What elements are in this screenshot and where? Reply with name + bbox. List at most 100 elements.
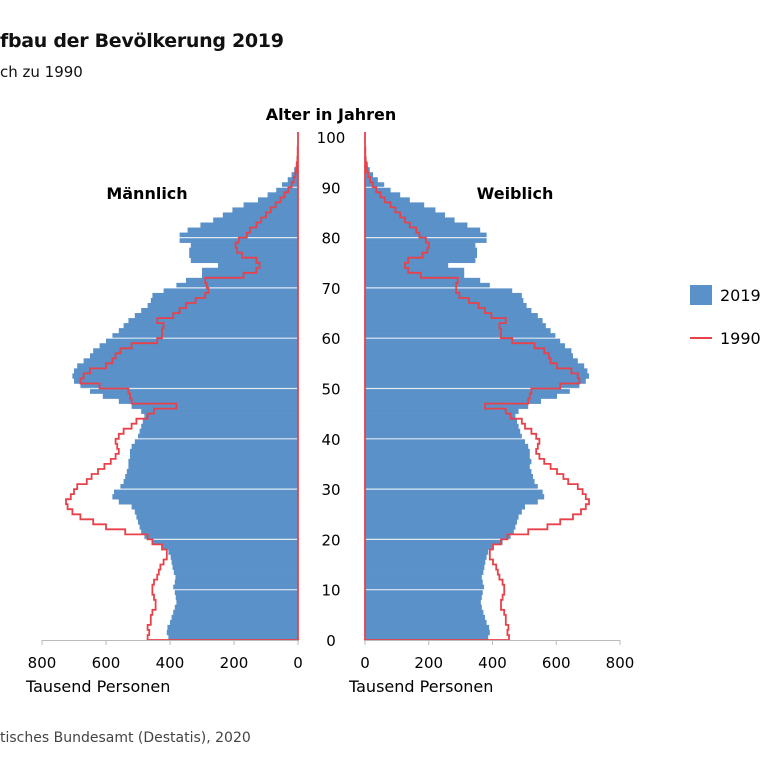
bar-female-2019 bbox=[365, 262, 449, 269]
bar-female-2019 bbox=[365, 463, 530, 470]
bar-female-2019 bbox=[365, 554, 487, 560]
bar-female-2019 bbox=[365, 202, 425, 208]
bar-male-2019 bbox=[232, 207, 298, 213]
bar-male-2019 bbox=[166, 629, 298, 636]
bar-male-2019 bbox=[99, 343, 298, 349]
bar-male-2019 bbox=[176, 599, 298, 606]
bar-male-2019 bbox=[131, 504, 298, 510]
bar-female-2019 bbox=[365, 574, 482, 580]
bar-female-2019 bbox=[365, 599, 481, 606]
bar-female-2019 bbox=[365, 484, 538, 490]
bar-female-2019 bbox=[365, 318, 543, 324]
bar-female-2019 bbox=[365, 217, 455, 223]
bar-male-2019 bbox=[138, 433, 298, 440]
bar-female-2019 bbox=[365, 403, 529, 409]
bar-female-2019 bbox=[365, 177, 378, 183]
bar-male-2019 bbox=[118, 328, 298, 334]
legend-swatch-2019 bbox=[690, 285, 712, 305]
bar-female-2019 bbox=[365, 252, 477, 259]
bar-male-2019 bbox=[171, 614, 298, 621]
bar-female-2019 bbox=[365, 504, 525, 510]
bar-male-2019 bbox=[141, 529, 298, 535]
bar-female-2019 bbox=[365, 373, 589, 379]
bar-female-2019 bbox=[365, 363, 585, 369]
bar-male-2019 bbox=[131, 403, 298, 409]
bar-male-2019 bbox=[118, 398, 298, 404]
bar-female-2019 bbox=[365, 428, 521, 435]
bar-female-2019 bbox=[365, 479, 535, 485]
bar-male-2019 bbox=[267, 192, 298, 198]
bar-female-2019 bbox=[365, 247, 477, 253]
bar-female-2019 bbox=[365, 624, 490, 631]
bar-male-2019 bbox=[222, 212, 298, 218]
bar-male-2019 bbox=[174, 604, 298, 611]
y-tick-label: 0 bbox=[326, 632, 336, 650]
bar-female-2019 bbox=[365, 609, 484, 616]
bar-female-2019 bbox=[365, 529, 514, 535]
line-male-1990 bbox=[65, 132, 299, 641]
bar-female-2019 bbox=[365, 348, 572, 354]
bar-female-2019 bbox=[365, 343, 565, 349]
bar-female-2019 bbox=[365, 438, 525, 445]
bar-female-2019 bbox=[365, 629, 490, 636]
bar-female-2019 bbox=[365, 534, 511, 540]
bar-female-2019 bbox=[365, 282, 490, 289]
bar-male-2019 bbox=[90, 353, 298, 359]
bar-female-2019 bbox=[365, 524, 516, 530]
bar-male-2019 bbox=[74, 368, 298, 374]
bar-male-2019 bbox=[112, 494, 299, 500]
bar-female-2019 bbox=[365, 197, 410, 203]
bar-female-2019 bbox=[365, 292, 522, 299]
bar-female-2019 bbox=[365, 519, 517, 525]
bar-male-2019 bbox=[134, 438, 298, 445]
bar-male-2019 bbox=[176, 282, 298, 289]
bar-male-2019 bbox=[134, 509, 298, 515]
bar-female-2019 bbox=[365, 589, 483, 596]
x-tick-label: 600 bbox=[542, 654, 571, 672]
bar-male-2019 bbox=[170, 554, 298, 560]
bar-female-2019 bbox=[365, 383, 580, 389]
1990-lines bbox=[65, 132, 590, 641]
bar-female-2019 bbox=[365, 393, 557, 399]
bar-female-2019 bbox=[365, 413, 516, 419]
bar-male-2019 bbox=[168, 549, 298, 555]
bar-female-2019 bbox=[365, 594, 482, 601]
bar-male-2019 bbox=[141, 408, 298, 414]
bar-male-2019 bbox=[139, 524, 298, 530]
bar-female-2019 bbox=[365, 358, 578, 364]
bar-female-2019 bbox=[365, 408, 519, 414]
bar-male-2019 bbox=[130, 453, 298, 460]
bar-male-2019 bbox=[163, 287, 298, 294]
bar-male-2019 bbox=[147, 302, 298, 309]
y-tick-label: 10 bbox=[321, 582, 340, 600]
bar-male-2019 bbox=[167, 624, 298, 631]
bar-male-2019 bbox=[287, 177, 298, 183]
bar-male-2019 bbox=[128, 463, 298, 470]
bar-male-2019 bbox=[74, 378, 298, 384]
bar-female-2019 bbox=[365, 509, 522, 515]
bar-female-2019 bbox=[365, 272, 465, 279]
x-tick-label: 600 bbox=[92, 654, 121, 672]
bar-male-2019 bbox=[171, 559, 298, 565]
bar-male-2019 bbox=[175, 594, 298, 601]
bar-male-2019 bbox=[131, 443, 298, 450]
bar-female-2019 bbox=[365, 614, 485, 621]
bar-male-2019 bbox=[128, 458, 298, 465]
bar-female-2019 bbox=[365, 619, 487, 626]
bar-male-2019 bbox=[144, 413, 298, 419]
bar-male-2019 bbox=[276, 187, 298, 193]
bar-male-2019 bbox=[258, 197, 298, 203]
bar-female-2019 bbox=[365, 604, 482, 611]
x-axis-label-right: Tausend Personen bbox=[348, 677, 493, 696]
line-female-1990 bbox=[364, 132, 590, 641]
bar-female-2019 bbox=[365, 267, 465, 274]
bar-female-2019 bbox=[365, 328, 551, 334]
x-tick-label: 200 bbox=[220, 654, 249, 672]
bar-female-2019 bbox=[365, 549, 489, 555]
bar-male-2019 bbox=[120, 484, 299, 490]
bar-male-2019 bbox=[174, 579, 298, 585]
bar-male-2019 bbox=[170, 619, 298, 626]
bar-male-2019 bbox=[93, 348, 298, 354]
y-tick-label: 40 bbox=[321, 431, 340, 449]
